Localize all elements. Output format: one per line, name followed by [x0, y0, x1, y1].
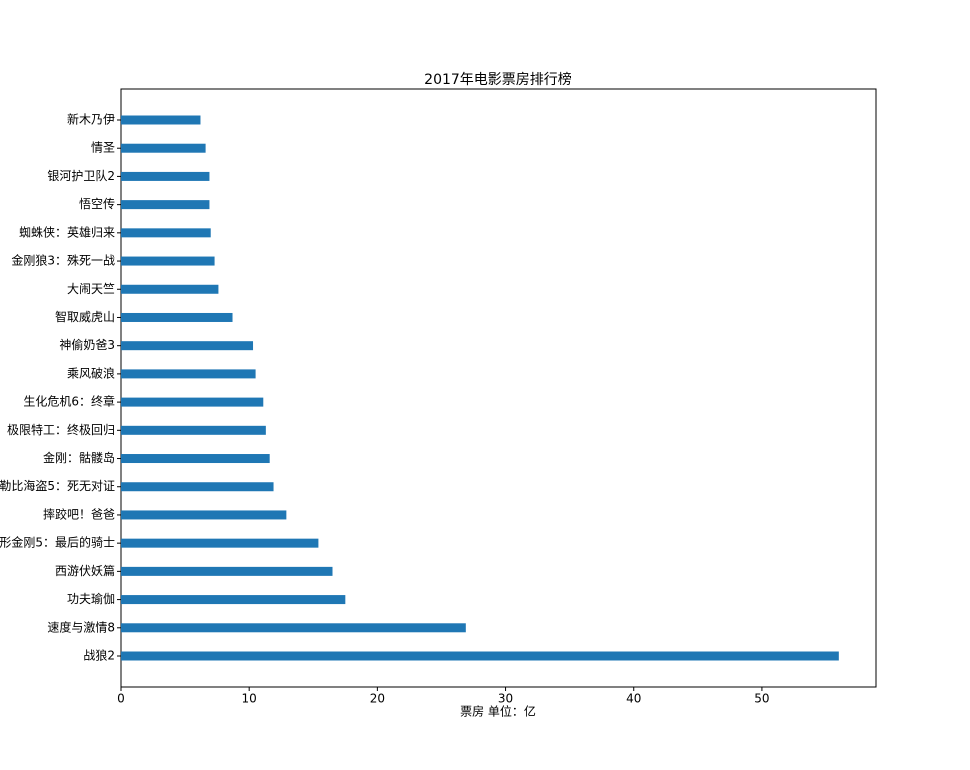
y-tick-label: 智取威虎山: [55, 309, 115, 324]
x-axis-label: 票房 单位：亿: [460, 704, 536, 719]
bar: [121, 538, 319, 548]
y-tick-label: 悟空传: [79, 196, 115, 211]
bar: [121, 623, 466, 633]
y-tick-label: 战狼2: [83, 648, 115, 663]
bar: [121, 312, 233, 322]
bar: [121, 115, 201, 125]
y-tick-label: 极限特工：终极回归: [7, 422, 115, 437]
bar: [121, 200, 210, 210]
bar: [121, 595, 346, 605]
y-tick-label: 加勒比海盗5：死无对证: [0, 478, 115, 493]
y-tick-label: 西游伏妖篇: [55, 563, 115, 578]
bar: [121, 482, 274, 492]
y-tick-label: 情圣: [91, 141, 115, 155]
plot-frame: [120, 88, 877, 688]
y-tick-label: 功夫瑜伽: [67, 591, 115, 606]
y-tick-label: 速度与激情8: [47, 619, 115, 634]
bar: [121, 454, 270, 464]
x-tick-label: 30: [498, 692, 513, 706]
bar: [121, 369, 256, 379]
y-tick-label: 银河护卫队2: [47, 168, 115, 183]
x-tick-label: 40: [626, 692, 641, 706]
bar: [121, 143, 206, 153]
y-tick-label: 变形金刚5：最后的骑士: [0, 535, 115, 550]
y-tick-label: 神偷奶爸3: [59, 337, 115, 352]
x-tick-label: 20: [370, 692, 385, 706]
x-tick-label: 0: [117, 692, 125, 706]
x-tick-label: 10: [242, 692, 257, 706]
y-tick-label: 金刚狼3：殊死一战: [11, 253, 115, 268]
bar: [121, 651, 839, 661]
bar: [121, 566, 333, 576]
y-tick-label: 新木乃伊: [67, 112, 115, 127]
bar: [121, 397, 264, 407]
y-tick-label: 乘风破浪: [67, 365, 115, 380]
bar: [121, 284, 219, 294]
x-tick-label: 50: [754, 692, 769, 706]
bar: [121, 425, 266, 435]
chart-title: 2017年电影票房排行榜: [424, 71, 572, 88]
y-tick-label: 大闹天竺: [67, 281, 115, 296]
y-tick-label: 金刚：骷髅岛: [43, 450, 115, 465]
bar: [121, 510, 287, 520]
y-tick-label: 摔跤吧！爸爸: [43, 506, 115, 521]
y-tick-label: 蜘蛛侠：英雄归来: [19, 224, 115, 239]
bar: [121, 171, 210, 181]
y-tick-label: 生化危机6：终章: [23, 394, 115, 409]
bar: [121, 256, 215, 266]
bar: [121, 341, 254, 351]
bar: [121, 228, 211, 238]
